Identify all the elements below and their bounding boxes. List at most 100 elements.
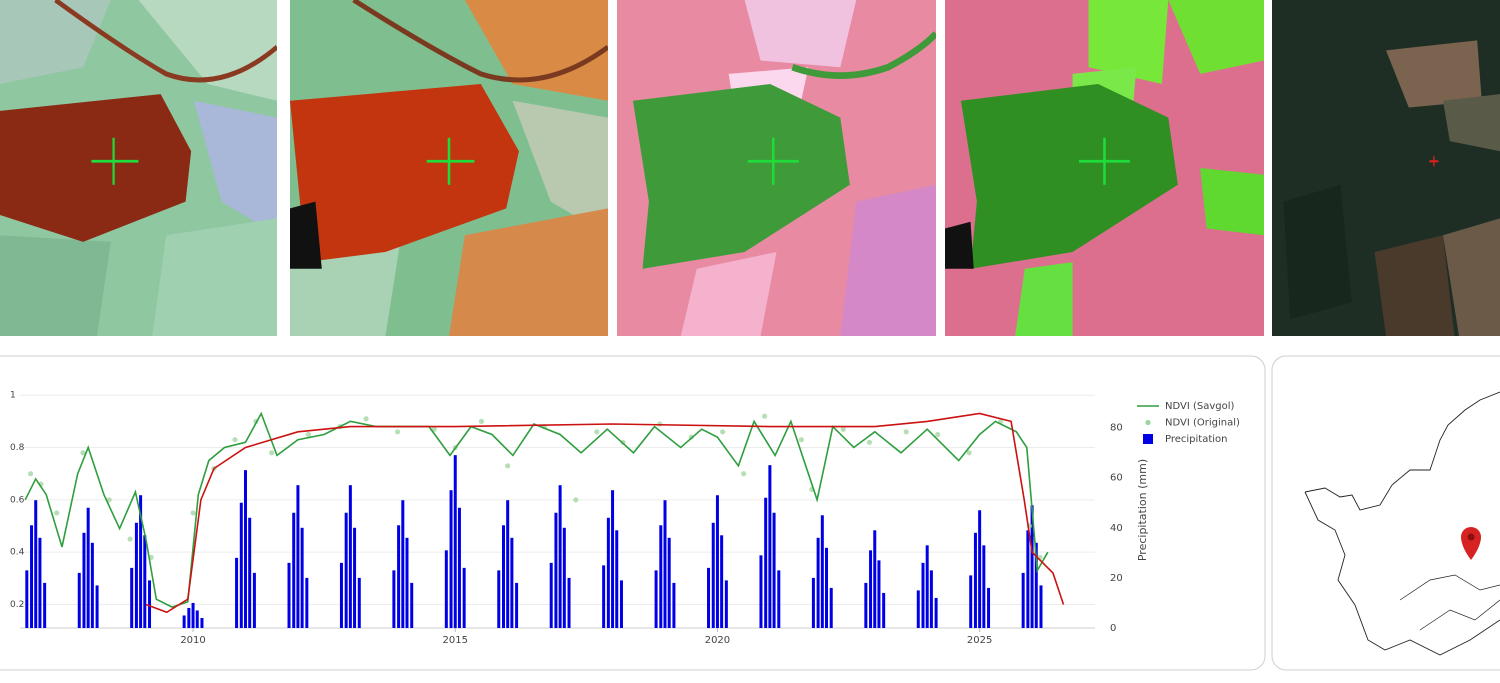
map-panel[interactable] [1271,355,1500,671]
ndvi-point [935,431,941,438]
precipitation-bar [444,550,448,628]
precipitation-bar [978,510,982,628]
precipitation-bar [344,512,348,628]
y2-tick-label: 60 [1110,473,1123,484]
precipitation-bar [497,570,501,628]
ndvi-point [594,429,600,435]
precipitation-bar [515,582,519,628]
precipitation-bar [772,512,776,628]
ndvi-point [190,510,196,516]
y-tick-label: 0.6 [10,495,25,505]
precipitation-bar [864,582,868,628]
precipitation-bar [449,490,453,628]
y-tick-label: 0.2 [10,600,24,610]
legend-label: NDVI (Original) [1165,418,1240,429]
precipitation-bar [1026,530,1030,628]
ndvi-point [866,439,873,445]
precipitation-bar [134,522,138,628]
precipitation-bar [987,587,991,628]
ndvi-point [269,450,275,456]
precipitation-bar [877,560,881,628]
precipitation-bar [191,602,195,628]
precipitation-bar [611,490,615,628]
precipitation-bar [139,495,143,628]
ndvi-point [431,426,437,432]
ndvi-point [394,429,401,435]
image-panel[interactable] [617,0,936,336]
precipitation-bar [606,517,610,628]
precipitation-bar [715,495,719,628]
x-tick-label: 2025 [967,635,992,646]
precipitation-bar [549,562,553,628]
ndvi-point [741,471,747,477]
ndvi-point [505,463,511,469]
precipitation-bar [916,590,920,628]
precipitation-bar [724,580,728,628]
ndvi-point [573,497,579,503]
ndvi-point [688,434,694,440]
precipitation-bar [392,570,396,628]
precipitation-bar [353,527,357,628]
y2-tick-label: 80 [1110,423,1123,434]
precipitation-bar [90,542,94,628]
precipitation-bar [252,572,256,628]
precipitation-bar [187,607,191,628]
precipitation-bar [925,545,929,628]
precipitation-bar [764,497,768,628]
precipitation-bar [239,502,243,628]
precipitation-bar [825,547,829,628]
precipitation-bar [1034,542,1038,628]
legend-symbol [1143,434,1153,444]
y2-tick-label: 0 [1110,623,1116,634]
image-panel[interactable] [945,0,1264,336]
precipitation-bar [501,525,505,628]
precipitation-bar [292,512,296,628]
precipitation-bar [873,530,877,628]
precipitation-bar [1030,505,1034,628]
precipitation-bar [654,570,658,628]
precipitation-bar [248,517,252,628]
precipitation-bar [348,485,352,628]
x-tick-label: 2020 [705,635,730,646]
precipitation-bar [43,582,47,628]
ndvi-point [966,450,972,456]
precipitation-bar [38,537,42,628]
ndvi-point [363,416,369,422]
precipitation-bar [768,465,772,628]
precipitation-bar [506,500,510,628]
ndvi-point [127,536,133,542]
precipitation-bar [1021,572,1025,628]
precipitation-bar [667,537,671,628]
legend-label: Precipitation [1165,434,1228,445]
precipitation-bar [243,470,247,628]
precipitation-bar [30,525,34,628]
precipitation-bar [339,562,343,628]
precipitation-bar [82,532,86,628]
ndvi-point [478,418,485,424]
precipitation-bar [619,580,623,628]
ndvi-point [232,437,238,443]
y-tick-label: 0.4 [10,548,25,558]
precipitation-bar [558,485,562,628]
image-panel[interactable] [1272,0,1500,336]
precipitation-bar [707,567,711,628]
ndvi-point [106,497,112,503]
precipitation-bar [820,515,824,628]
precipitation-bar [195,610,199,628]
precipitation-bar [759,555,763,628]
precipitation-bar [401,500,405,628]
precipitation-bar [882,592,886,628]
precipitation-bar [816,537,820,628]
precipitation-bar [615,530,619,628]
y2-tick-label: 40 [1110,523,1123,534]
precipitation-bar [182,615,186,628]
ndvi-point [798,437,804,443]
y2-tick-label: 20 [1110,573,1123,584]
image-panel[interactable] [0,0,277,336]
ndvi-point [840,426,846,432]
precipitation-bar [357,577,361,628]
precipitation-bar [829,587,833,628]
precipitation-bar [659,525,663,628]
image-panel[interactable] [290,0,608,336]
legend-symbol [1145,419,1151,426]
